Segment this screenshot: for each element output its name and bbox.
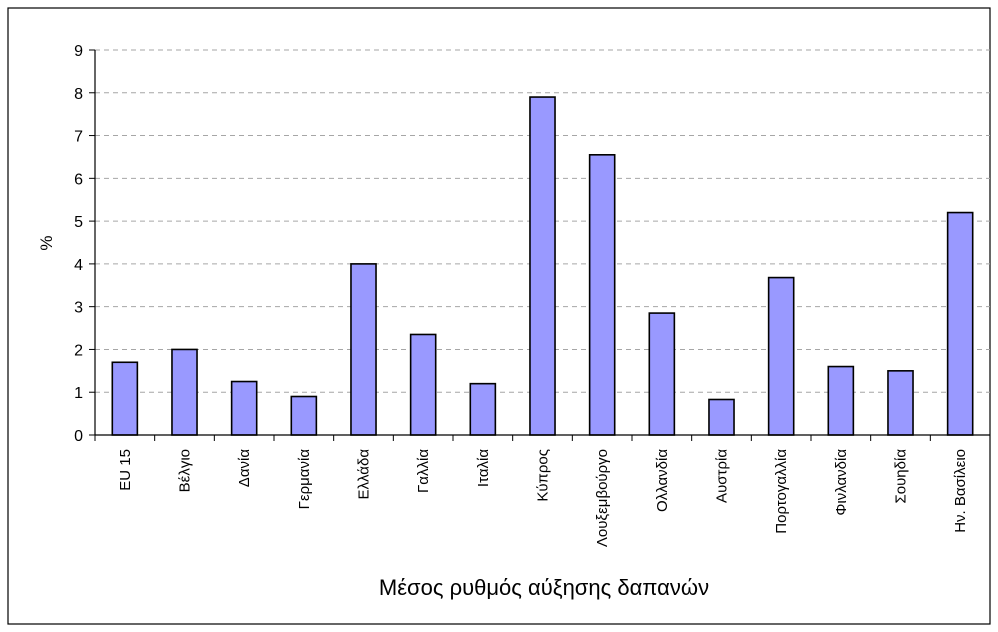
x-tick-label: Αυστρία [714, 449, 731, 503]
bar [648, 312, 676, 436]
axes [89, 49, 991, 441]
bar [469, 382, 497, 436]
x-tick-label: Ιταλία [475, 449, 492, 487]
y-tick-label: 6 [74, 171, 83, 188]
bar [887, 370, 914, 436]
bar [111, 361, 139, 436]
x-tick-label: Κύπρος [535, 449, 552, 502]
bar [588, 154, 616, 436]
x-tick-labels: EU 15 Βέλγιο Δανία Γερμανία Ελλάδα Γαλλία Ιταλ… [117, 449, 969, 547]
x-tick-label: Ελλάδα [356, 449, 373, 500]
y-tick-label: 5 [74, 214, 83, 231]
y-tick-label: 2 [74, 342, 83, 359]
y-tick-label: 1 [74, 385, 83, 402]
x-tick-label: Γαλλία [415, 449, 432, 493]
x-tick-label: Πορτογαλλία [773, 449, 790, 534]
bar [529, 96, 556, 436]
y-tick-label: 9 [74, 43, 83, 60]
chart-frame [7, 7, 991, 625]
bar [171, 348, 198, 436]
y-tick-label: 3 [74, 300, 83, 317]
y-tick-label: 0 [74, 428, 83, 445]
bar [946, 211, 974, 436]
x-tick-label: Λουξεμβούργο [594, 449, 611, 547]
x-tick-label: Ολλανδία [654, 449, 671, 512]
bar [767, 276, 795, 436]
y-tick-label: 4 [74, 257, 83, 274]
y-tick-label: 7 [74, 129, 83, 146]
bar [409, 333, 437, 436]
bar [290, 395, 318, 436]
bar [230, 380, 258, 436]
y-axis-label: % [37, 235, 56, 250]
bar [827, 365, 855, 436]
y-tick-label: 8 [74, 86, 83, 103]
x-tick-label: Ην. Βασίλειο [952, 449, 969, 533]
x-tick-label: Δανία [236, 449, 253, 488]
bar [350, 263, 377, 436]
x-tick-label: Βέλγιο [177, 449, 194, 492]
x-tick-label: Φινλανδία [833, 449, 850, 516]
x-axis-label: Μέσος ρυθμός αύξησης δαπανών [379, 575, 709, 600]
x-tick-label: Γερμανία [296, 449, 313, 510]
bar [708, 398, 735, 436]
x-tick-label: Σουηδία [893, 449, 910, 504]
y-tick-labels: 0 1 2 3 4 5 6 7 8 9 [74, 43, 83, 445]
x-tick-label: EU 15 [117, 449, 134, 491]
